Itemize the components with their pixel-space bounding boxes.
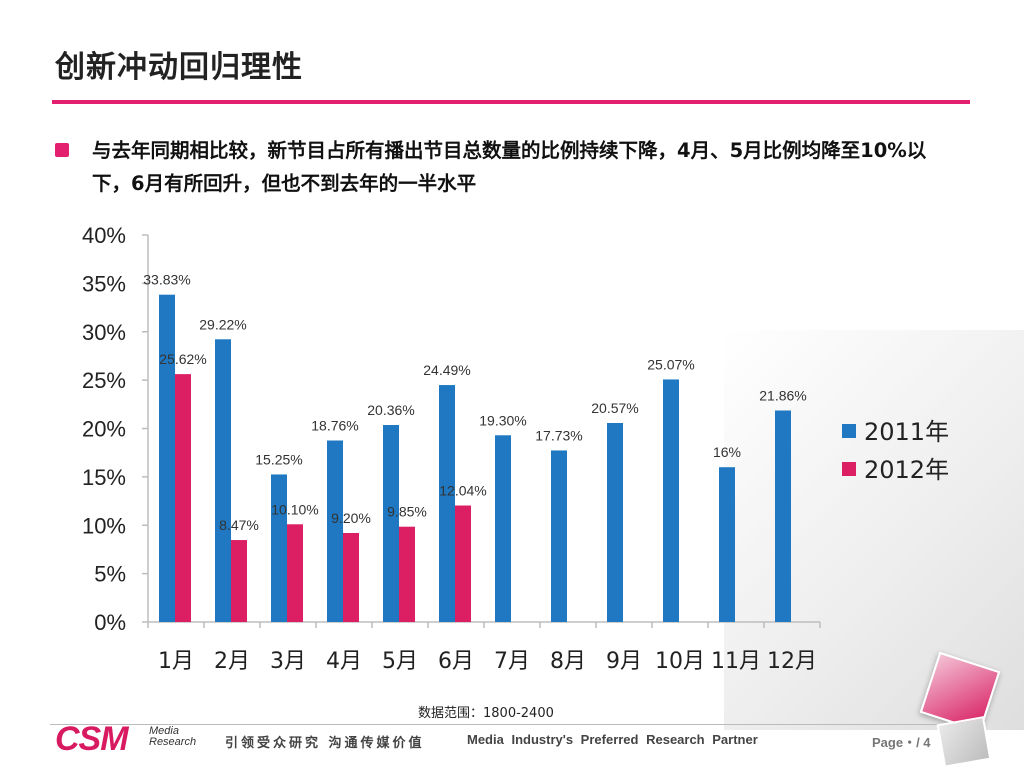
bar-2011 xyxy=(439,385,455,622)
x-tick-label: 8月 xyxy=(550,649,586,674)
y-tick-label: 25% xyxy=(82,368,126,393)
data-label: 20.57% xyxy=(591,400,638,416)
y-tick-label: 20% xyxy=(82,417,126,442)
data-label: 29.22% xyxy=(199,316,246,332)
x-tick-label: 10月 xyxy=(655,649,705,674)
bar-2011 xyxy=(271,474,287,622)
csm-logo: CSM Media Research xyxy=(55,720,215,760)
data-label: 25.07% xyxy=(647,356,694,372)
x-tick-label: 1月 xyxy=(158,649,194,674)
y-tick-label: 0% xyxy=(94,610,126,635)
bar-2011 xyxy=(159,294,175,622)
bar-2012 xyxy=(287,524,303,622)
data-label: 33.83% xyxy=(143,272,190,288)
data-label: 17.73% xyxy=(535,427,582,443)
bar-2011 xyxy=(383,425,399,622)
data-label: 15.25% xyxy=(255,451,302,467)
y-tick-label: 30% xyxy=(82,320,126,345)
cube-decoration-small xyxy=(936,716,992,768)
bar-chart: 0% 5% 10% 15% 20% 25% 30% 35% 40% 1月 2月 3月 4月 5月 6月 7月 8… xyxy=(82,223,949,674)
x-tick-label: 3月 xyxy=(270,649,306,674)
slogan-chinese: 引领受众研究 沟通传媒价值 xyxy=(225,736,425,751)
bullet-marker xyxy=(55,143,69,157)
bar-2011 xyxy=(495,435,511,622)
bullet-text: 与去年同期相比较，新节目占所有播出节目总数量的比例持续下降，4月、5月比例均降至… xyxy=(92,139,927,195)
legend-swatch-2011 xyxy=(842,424,856,438)
y-tick-label: 40% xyxy=(82,223,126,248)
data-label: 10.10% xyxy=(271,501,318,517)
bar-2011 xyxy=(775,410,791,622)
bar-2012 xyxy=(455,505,471,622)
data-label: 16% xyxy=(713,444,741,460)
slogan-english: Media Industry's Preferred Research Part… xyxy=(467,732,758,747)
data-label: 18.76% xyxy=(311,417,358,433)
x-tick-label: 9月 xyxy=(606,649,642,674)
page-number: Page・/ 4 xyxy=(872,735,931,750)
x-tick-label: 7月 xyxy=(494,649,530,674)
bar-2011 xyxy=(327,440,343,622)
x-tick-label: 12月 xyxy=(767,649,817,674)
data-label: 25.62% xyxy=(159,351,206,367)
footer-divider xyxy=(50,724,980,725)
x-tick-label: 4月 xyxy=(326,649,362,674)
data-label: 24.49% xyxy=(423,362,470,378)
data-label: 19.30% xyxy=(479,412,526,428)
data-label: 20.36% xyxy=(367,402,414,418)
bar-2011 xyxy=(663,379,679,622)
data-label: 21.86% xyxy=(759,388,806,404)
slide-title: 创新冲动回归理性 xyxy=(55,50,303,85)
title-divider xyxy=(52,100,970,104)
bar-2012 xyxy=(343,532,359,622)
x-tick-label: 5月 xyxy=(382,649,418,674)
y-tick-label: 15% xyxy=(82,465,126,490)
bar-2012 xyxy=(399,526,415,622)
data-range-note: 数据范围：1800-2400 xyxy=(418,706,554,721)
data-label: 8.47% xyxy=(219,517,259,533)
bar-2011 xyxy=(607,422,623,622)
bar-2012 xyxy=(175,374,191,622)
legend-swatch-2012 xyxy=(842,462,856,476)
y-tick-label: 10% xyxy=(82,513,126,538)
x-tick-label: 11月 xyxy=(711,649,761,674)
data-label: 12.04% xyxy=(439,483,486,499)
legend-label: 2012年 xyxy=(864,456,949,484)
y-tick-label: 5% xyxy=(94,562,126,587)
y-tick-label: 35% xyxy=(82,271,126,296)
x-tick-label: 6月 xyxy=(438,649,474,674)
bar-2011 xyxy=(719,467,735,622)
data-label: 9.20% xyxy=(331,510,371,526)
bar-2011 xyxy=(215,339,231,622)
legend-label: 2011年 xyxy=(864,418,949,446)
logo-subtitle: Media Research xyxy=(149,725,197,748)
bar-2011 xyxy=(551,450,567,622)
logo-wordmark: CSM xyxy=(55,720,129,758)
x-tick-label: 2月 xyxy=(214,649,250,674)
data-label: 9.85% xyxy=(387,504,427,520)
bar-2012 xyxy=(231,540,247,622)
